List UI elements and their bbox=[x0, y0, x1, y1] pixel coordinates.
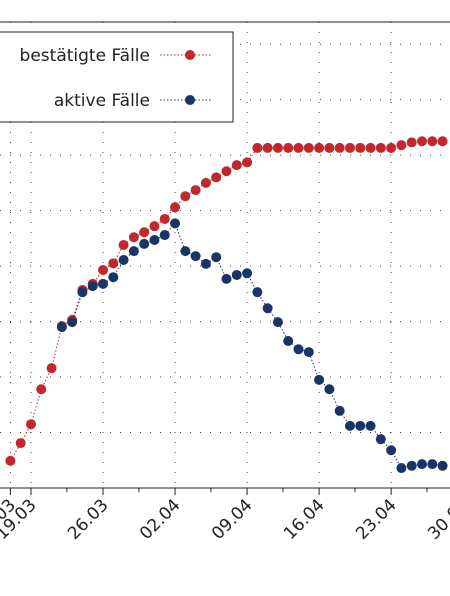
data-point bbox=[262, 142, 273, 153]
data-point bbox=[180, 191, 191, 202]
data-point bbox=[262, 303, 273, 314]
legend-label: aktive Fälle bbox=[54, 91, 150, 111]
data-point bbox=[427, 459, 438, 470]
data-point bbox=[159, 213, 170, 224]
data-point bbox=[159, 230, 170, 241]
legend: bestätigte Fälle aktive Fälle bbox=[0, 31, 234, 123]
data-point bbox=[437, 460, 448, 471]
data-point bbox=[190, 185, 201, 196]
data-point bbox=[344, 142, 355, 153]
data-point bbox=[293, 344, 304, 355]
data-point bbox=[324, 142, 335, 153]
data-point bbox=[375, 142, 386, 153]
x-tick-label: 16.04 bbox=[280, 495, 329, 544]
data-point bbox=[170, 218, 181, 229]
x-tick-label: 30.04 bbox=[424, 495, 450, 544]
data-point bbox=[77, 287, 88, 298]
data-point bbox=[406, 460, 417, 471]
data-point bbox=[15, 438, 26, 449]
data-point bbox=[25, 419, 36, 430]
data-point bbox=[252, 287, 263, 298]
data-point bbox=[314, 374, 325, 385]
data-point bbox=[36, 384, 47, 395]
data-point bbox=[5, 455, 16, 466]
data-point bbox=[87, 281, 98, 292]
data-point bbox=[67, 317, 78, 328]
data-point bbox=[406, 137, 417, 148]
data-point bbox=[334, 405, 345, 416]
data-point bbox=[283, 335, 294, 346]
data-point bbox=[128, 232, 139, 243]
data-point bbox=[211, 252, 222, 263]
data-point bbox=[128, 246, 139, 257]
data-point bbox=[324, 384, 335, 395]
data-point bbox=[108, 258, 119, 269]
data-point bbox=[221, 166, 232, 177]
x-tick-label: 23.04 bbox=[352, 495, 401, 544]
data-point bbox=[303, 142, 314, 153]
data-point bbox=[396, 140, 407, 151]
data-point bbox=[211, 172, 222, 183]
data-point bbox=[365, 142, 376, 153]
data-point bbox=[98, 264, 109, 275]
data-point bbox=[170, 202, 181, 213]
data-point bbox=[314, 142, 325, 153]
data-point bbox=[118, 254, 129, 265]
data-point bbox=[242, 157, 253, 168]
data-point bbox=[149, 221, 160, 232]
data-point bbox=[355, 142, 366, 153]
data-point bbox=[334, 142, 345, 153]
data-point bbox=[46, 363, 57, 374]
data-point bbox=[437, 136, 448, 147]
data-point bbox=[180, 246, 191, 257]
x-tick-label: 09.04 bbox=[208, 495, 257, 544]
data-point bbox=[118, 240, 129, 251]
data-point bbox=[190, 251, 201, 262]
data-point bbox=[303, 347, 314, 358]
data-point bbox=[108, 272, 119, 283]
data-point bbox=[283, 142, 294, 153]
data-point bbox=[149, 235, 160, 246]
data-point bbox=[139, 238, 150, 249]
legend-label: bestätigte Fälle bbox=[20, 46, 150, 66]
data-point bbox=[293, 142, 304, 153]
data-point bbox=[231, 269, 242, 280]
data-point bbox=[139, 227, 150, 238]
data-point bbox=[272, 317, 283, 328]
legend-marker bbox=[185, 50, 195, 60]
data-point bbox=[252, 142, 263, 153]
data-point bbox=[417, 136, 427, 147]
legend-box bbox=[0, 31, 234, 123]
data-point bbox=[355, 420, 366, 431]
data-point bbox=[56, 322, 67, 333]
data-point bbox=[386, 445, 397, 456]
data-point bbox=[344, 420, 355, 431]
data-point bbox=[375, 434, 386, 445]
data-point bbox=[396, 463, 407, 474]
data-point bbox=[200, 258, 211, 269]
data-point bbox=[98, 278, 109, 289]
data-point bbox=[200, 177, 211, 188]
data-point bbox=[221, 273, 232, 284]
data-point bbox=[231, 160, 242, 171]
data-point bbox=[427, 136, 438, 147]
data-point bbox=[417, 459, 427, 470]
x-tick-label: 02.04 bbox=[136, 495, 185, 544]
x-tick-label: 26.03 bbox=[64, 495, 113, 544]
data-point bbox=[242, 268, 253, 279]
data-point bbox=[386, 142, 397, 153]
series-line bbox=[9, 140, 443, 462]
data-point bbox=[272, 142, 283, 153]
legend-marker bbox=[185, 95, 195, 105]
data-point bbox=[365, 420, 376, 431]
